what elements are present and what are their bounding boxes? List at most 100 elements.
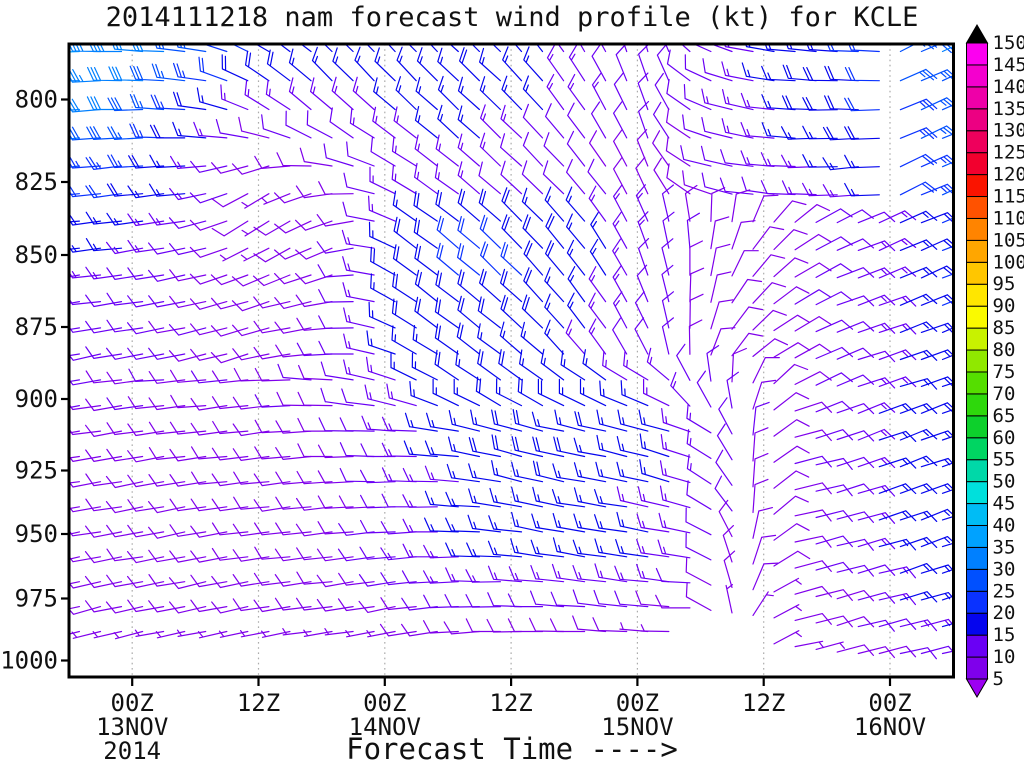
wind-barb (661, 184, 674, 222)
wind-barb (127, 551, 165, 564)
wind-barb (211, 575, 249, 589)
wind-barb (710, 243, 731, 277)
wind-barb (815, 615, 853, 628)
wind-barb (201, 44, 228, 53)
wind-barb (567, 266, 586, 303)
colorbar-label: 125 (993, 142, 1024, 164)
wind-barb (323, 44, 333, 53)
colorbar-label: 15 (993, 624, 1016, 646)
wind-barb (588, 266, 607, 303)
wind-barb (614, 590, 649, 608)
wind-barb (574, 411, 607, 432)
wind-barb (69, 581, 80, 585)
wind-barb (189, 192, 228, 204)
wind-barb (785, 44, 817, 53)
wind-barb (426, 412, 459, 432)
wind-barb (343, 333, 375, 355)
wind-barb (107, 126, 144, 140)
wind-barb (170, 369, 207, 383)
wind-barb (941, 568, 954, 574)
wind-barb (638, 44, 650, 82)
wind-barb (106, 212, 144, 226)
wind-barb (349, 108, 375, 139)
colorbar-label: 130 (993, 120, 1024, 142)
wind-barb (240, 630, 270, 638)
wind-barb (274, 297, 312, 309)
colorbar-segment (966, 64, 988, 88)
wind-barb (500, 268, 523, 303)
wind-barb (941, 462, 954, 468)
wind-barb (701, 88, 733, 111)
wind-barb (197, 630, 228, 639)
wind-barb (815, 589, 853, 601)
wind-barb (899, 239, 938, 251)
wind-barb (857, 402, 896, 414)
wind-barb (393, 106, 417, 139)
wind-barb (106, 574, 144, 588)
wind-barb (501, 214, 523, 249)
wind-barb (169, 601, 207, 614)
wind-barb (552, 537, 586, 558)
wind-barb (941, 622, 954, 628)
wind-barb (573, 437, 607, 458)
wind-barb (127, 239, 165, 253)
wind-barb (760, 152, 796, 168)
wind-barb (85, 449, 123, 462)
wind-barb (635, 156, 649, 195)
wind-barb (941, 327, 954, 333)
wind-barb (211, 601, 249, 614)
wind-barb (465, 569, 501, 583)
wind-barb (253, 247, 291, 263)
y-tick-label: 975 (15, 585, 58, 613)
colorbar-over-arrow (965, 24, 989, 44)
colorbar-label: 95 (993, 273, 1016, 295)
wind-barb (317, 495, 354, 509)
wind-barb (844, 97, 880, 112)
wind-barb (148, 183, 186, 197)
wind-barb (773, 630, 802, 645)
wind-barb (105, 475, 144, 489)
wind-barb (639, 459, 670, 483)
wind-barb (531, 411, 565, 432)
wind-barb (512, 409, 544, 432)
x-date-label: 16NOV (854, 713, 926, 741)
wind-barb (390, 353, 417, 381)
colorbar-label: 55 (993, 449, 1016, 471)
wind-barb (386, 383, 417, 407)
wind-barb (220, 84, 249, 111)
wind-barb (616, 486, 649, 508)
wind-barb (306, 110, 333, 139)
wind-barb (342, 282, 375, 303)
wind-barb (69, 505, 102, 513)
wind-barb (836, 564, 874, 577)
wind-barb (523, 240, 544, 276)
y-tick-label: 900 (15, 385, 58, 413)
wind-barb (718, 499, 733, 538)
wind-barb (529, 617, 565, 633)
wind-barb (544, 267, 565, 303)
wind-barb (591, 44, 607, 82)
wind-barb (635, 184, 649, 222)
wind-barb (721, 118, 754, 139)
x-date-label: 14NOV (349, 713, 421, 741)
x-tick-label: 00Z (111, 689, 154, 717)
wind-barb (522, 214, 544, 249)
wind-barb (168, 577, 207, 590)
wind-barb (684, 54, 712, 82)
colorbar-label: 75 (993, 361, 1016, 383)
wind-barb (836, 538, 874, 551)
wind-barb (437, 104, 459, 139)
chart-title: 2014111218 nam forecast wind profile (kt… (105, 2, 919, 33)
wind-barb (692, 44, 712, 53)
wind-barb (449, 44, 459, 53)
wind-barb (899, 483, 938, 495)
colorbar-segment (966, 217, 988, 241)
wind-barb (587, 158, 607, 195)
wind-barb (688, 319, 703, 355)
wind-barb (106, 347, 144, 360)
wind-barb (92, 630, 123, 639)
wind-barb (752, 401, 770, 436)
wind-barb (773, 286, 810, 305)
wind-barb (507, 593, 544, 608)
wind-barb (719, 177, 754, 195)
